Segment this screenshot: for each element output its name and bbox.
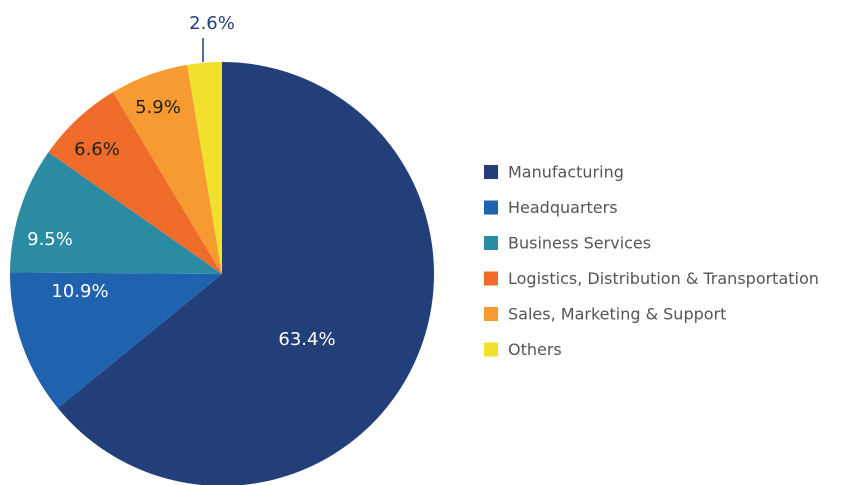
slice-label: 6.6% <box>74 139 120 160</box>
legend-swatch <box>484 236 498 250</box>
pie-slice <box>57 62 434 485</box>
pie-slice <box>10 152 223 274</box>
legend-label: Manufacturing <box>508 163 624 182</box>
legend-label: Sales, Marketing & Support <box>508 305 726 324</box>
slice-label: 63.4% <box>278 329 335 350</box>
pie-slice <box>48 92 223 274</box>
legend-label: Others <box>508 340 562 359</box>
slice-label: 2.6% <box>189 13 235 34</box>
legend-swatch <box>484 200 498 215</box>
legend-label: Headquarters <box>508 198 618 217</box>
pie-slice <box>9 272 222 409</box>
pie-slice <box>187 62 222 274</box>
slice-label: 5.9% <box>135 97 181 118</box>
legend-label: Logistics, Distribution & Transportation <box>508 269 819 288</box>
legend-swatch <box>484 342 498 357</box>
legend-swatch <box>484 307 498 321</box>
legend-swatch <box>484 271 498 286</box>
slice-label: 10.9% <box>51 281 108 302</box>
legend-swatch <box>484 165 498 179</box>
pie-slice <box>113 64 222 274</box>
legend-label: Business Services <box>508 234 651 253</box>
slice-label: 9.5% <box>27 229 73 250</box>
